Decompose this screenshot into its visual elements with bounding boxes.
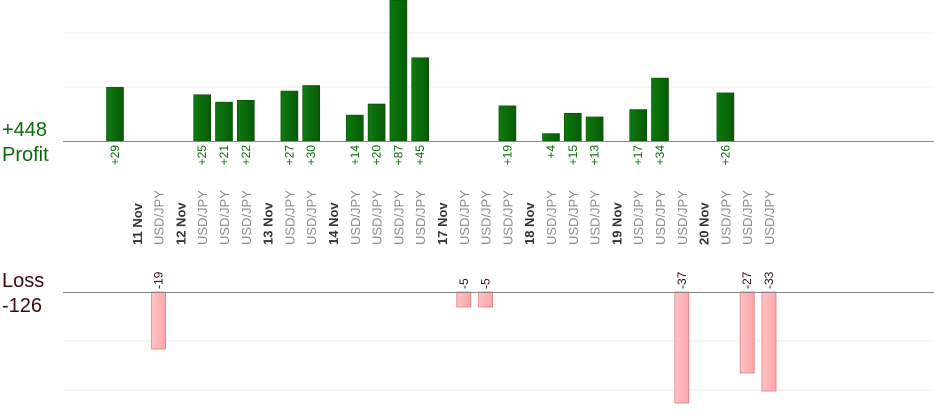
- profit-value-label: +45: [413, 145, 427, 166]
- grid-lines: [63, 32, 934, 391]
- profit-bar: [367, 103, 386, 142]
- profit-bar: [716, 92, 735, 142]
- date-label: 19 Nov: [609, 202, 624, 245]
- profit-value-label: +22: [239, 145, 253, 166]
- profit-value-label: +15: [566, 145, 580, 166]
- loss-value-label: -33: [762, 271, 776, 289]
- profit-value-label: +27: [282, 145, 296, 166]
- profit-bar: [585, 116, 604, 142]
- loss-value-label: -19: [152, 271, 166, 289]
- profit-bar: [106, 87, 124, 142]
- profit-value-label: +4: [544, 145, 558, 159]
- loss-bar: [478, 291, 494, 308]
- profit-bar: [651, 77, 669, 142]
- date-label: 17 Nov: [435, 202, 450, 245]
- profit-value-label: +20: [370, 145, 384, 166]
- profit-bar: [542, 133, 560, 142]
- loss-bar: [151, 291, 167, 350]
- column-labels: 11 Nov USD/JPY 12 Nov USD/JPY USD/JPY USD/JPY…: [130, 190, 777, 245]
- symbol-label: USD/JPY: [304, 190, 319, 245]
- symbol-label: USD/JPY: [479, 190, 494, 245]
- symbol-label: USD/JPY: [348, 190, 363, 245]
- symbol-label: USD/JPY: [217, 190, 232, 245]
- profit-value-label: +17: [631, 145, 645, 166]
- loss-bar: [761, 291, 777, 392]
- symbol-label: USD/JPY: [195, 190, 210, 245]
- loss-value-label: -27: [740, 271, 754, 289]
- symbol-label: USD/JPY: [391, 190, 406, 245]
- profit-value-label: +30: [304, 145, 318, 166]
- date-label: 12 Nov: [173, 202, 188, 245]
- profit-value-label: +13: [588, 145, 602, 166]
- profit-bar: [215, 101, 233, 142]
- profit-total: +448: [2, 119, 48, 141]
- profit-bar: [563, 112, 582, 142]
- symbol-label: USD/JPY: [282, 190, 297, 245]
- value-labels: +29 -19 +25 +21 +22 +27 +30 +14 +20 +87 +45 -5 -5 +19…: [108, 145, 776, 289]
- profit-value-label: +14: [348, 145, 362, 166]
- loss-bar: [456, 291, 472, 308]
- symbol-label: USD/JPY: [239, 190, 254, 245]
- symbol-label: USD/JPY: [631, 190, 646, 245]
- profit-bar: [389, 0, 408, 142]
- date-label: 20 Nov: [697, 202, 712, 245]
- axes: [63, 141, 934, 293]
- profit-bar: [193, 94, 211, 142]
- date-label: 18 Nov: [522, 202, 537, 245]
- symbol-label: USD/JPY: [566, 190, 581, 245]
- date-label: 14 Nov: [326, 202, 341, 245]
- symbol-label: USD/JPY: [413, 190, 428, 245]
- loss-bar: [674, 291, 690, 404]
- symbol-label: USD/JPY: [718, 190, 733, 245]
- profit-bar: [498, 105, 517, 142]
- symbol-label: USD/JPY: [588, 190, 603, 245]
- symbol-label: USD/JPY: [675, 190, 690, 245]
- profit-value-label: +25: [195, 145, 209, 166]
- symbol-label: USD/JPY: [544, 190, 559, 245]
- symbol-label: USD/JPY: [457, 190, 472, 245]
- loss-label: Loss: [2, 270, 45, 292]
- loss-value-label: -5: [479, 278, 493, 289]
- profit-value-label: +29: [108, 145, 122, 166]
- profit-bar: [629, 109, 648, 142]
- profit-bar: [411, 57, 430, 142]
- profit-bar: [302, 85, 321, 142]
- profit-bar: [237, 100, 255, 142]
- symbol-label: USD/JPY: [762, 190, 777, 245]
- profit-value-label: +34: [653, 145, 667, 166]
- loss-value-label: -37: [675, 271, 689, 289]
- profit-value-label: +19: [500, 145, 514, 166]
- bars: [106, 0, 777, 404]
- symbol-label: USD/JPY: [152, 190, 167, 245]
- symbol-label: USD/JPY: [653, 190, 668, 245]
- profit-bar: [280, 90, 299, 142]
- date-label: 11 Nov: [130, 202, 145, 245]
- profit-value-label: +87: [391, 145, 405, 166]
- loss-value-label: -5: [457, 278, 471, 289]
- profit-label: Profit: [2, 144, 49, 166]
- date-label: 13 Nov: [261, 202, 276, 245]
- symbol-label: USD/JPY: [500, 190, 515, 245]
- symbol-label: USD/JPY: [740, 190, 755, 245]
- profit-value-label: +26: [718, 145, 732, 166]
- profit-bar: [345, 114, 364, 142]
- profit-value-label: +21: [217, 145, 231, 166]
- loss-bar: [739, 291, 755, 374]
- symbol-label: USD/JPY: [370, 190, 385, 245]
- loss-total: -126: [2, 295, 43, 317]
